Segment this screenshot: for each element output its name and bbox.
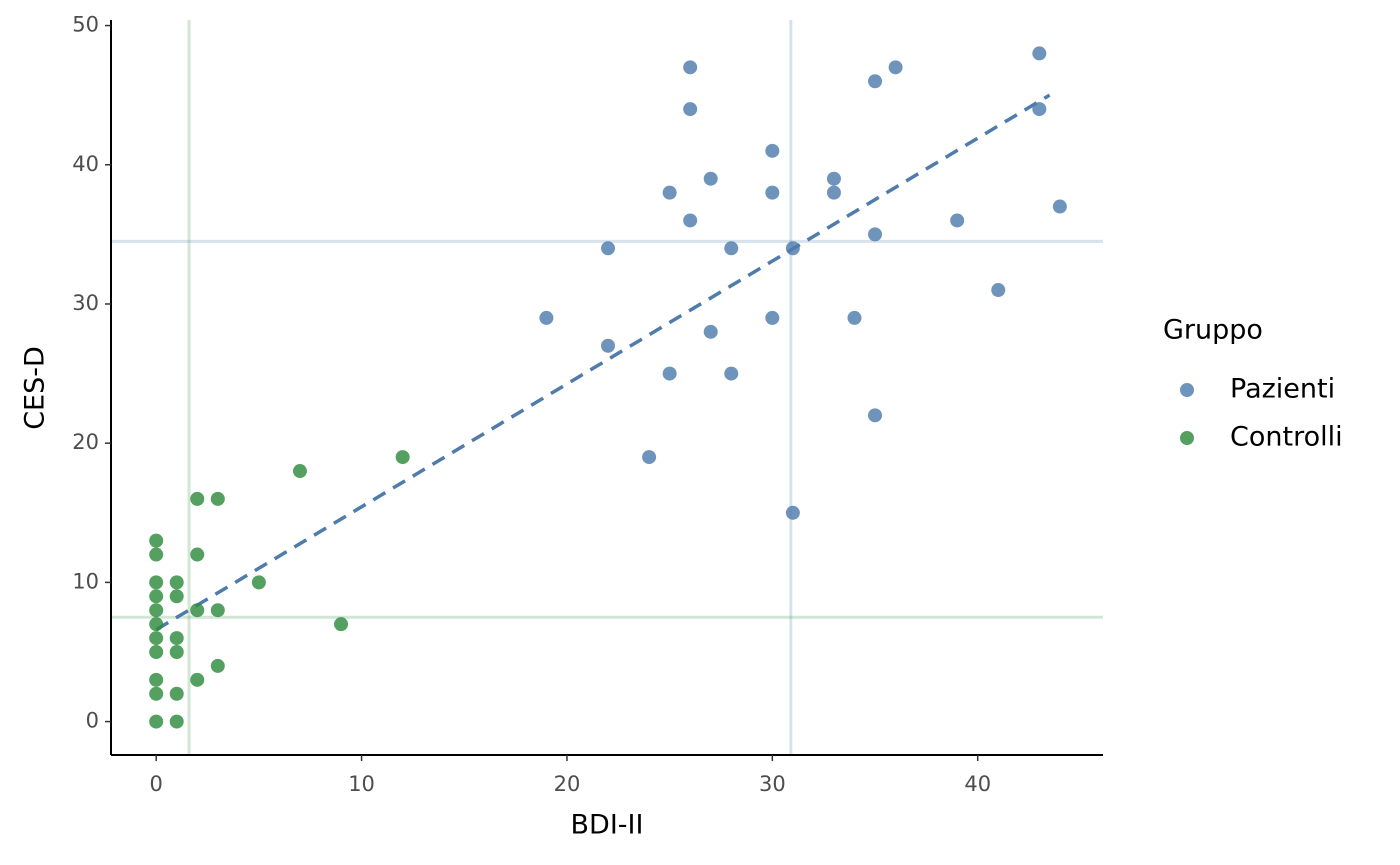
point: [190, 491, 205, 506]
point: [169, 644, 184, 659]
trend-line: [155, 93, 1051, 632]
y-tick-label: 30: [72, 291, 99, 315]
point: [662, 185, 677, 200]
point: [868, 227, 883, 242]
point: [991, 283, 1006, 298]
point: [785, 505, 800, 520]
point: [149, 714, 164, 729]
point: [149, 603, 164, 618]
point: [169, 686, 184, 701]
point: [149, 631, 164, 646]
point: [169, 631, 184, 646]
point: [149, 617, 164, 632]
legend-label: Pazienti: [1230, 374, 1335, 405]
point: [149, 533, 164, 548]
point: [210, 491, 225, 506]
point: [395, 450, 410, 465]
point: [334, 617, 349, 632]
y-tick-label: 20: [72, 430, 99, 454]
x-tick-label: 10: [348, 772, 375, 796]
point: [149, 589, 164, 604]
point: [950, 213, 965, 228]
point: [169, 575, 184, 590]
legend-title: Gruppo: [1163, 315, 1263, 346]
point: [601, 241, 616, 256]
point: [190, 603, 205, 618]
point: [149, 686, 164, 701]
y-tick-label: 0: [86, 709, 99, 733]
point: [149, 672, 164, 687]
legend-marker: [1180, 383, 1194, 397]
x-tick-label: 40: [964, 772, 991, 796]
point: [251, 575, 266, 590]
y-tick-label: 10: [72, 569, 99, 593]
point: [1032, 102, 1047, 117]
point: [826, 185, 841, 200]
x-tick-label: 0: [149, 772, 162, 796]
point: [703, 171, 718, 186]
point: [703, 324, 718, 339]
point: [826, 171, 841, 186]
point: [210, 658, 225, 673]
point: [149, 644, 164, 659]
point: [539, 310, 554, 325]
point: [847, 310, 862, 325]
point: [190, 672, 205, 687]
point: [888, 60, 903, 75]
x-tick-label: 20: [554, 772, 581, 796]
point: [868, 74, 883, 89]
point: [724, 366, 739, 381]
point: [662, 366, 677, 381]
point: [765, 143, 780, 158]
point: [683, 213, 698, 228]
y-tick-label: 40: [72, 152, 99, 176]
point: [765, 310, 780, 325]
legend-marker: [1180, 431, 1194, 445]
point: [642, 450, 657, 465]
point: [190, 547, 205, 562]
point: [149, 575, 164, 590]
point: [149, 547, 164, 562]
point: [868, 408, 883, 423]
point: [1052, 199, 1067, 214]
x-tick-label: 30: [759, 772, 786, 796]
y-tick-label: 50: [72, 13, 99, 37]
point: [765, 185, 780, 200]
point: [169, 714, 184, 729]
x-axis-title: BDI-II: [571, 810, 644, 841]
point: [785, 241, 800, 256]
point: [724, 241, 739, 256]
y-axis-title: CES-D: [20, 346, 51, 430]
point: [683, 60, 698, 75]
point: [683, 102, 698, 117]
point: [210, 603, 225, 618]
legend-label: Controlli: [1230, 422, 1343, 453]
point: [292, 464, 307, 479]
point: [1032, 46, 1047, 61]
point: [601, 338, 616, 353]
point: [169, 589, 184, 604]
